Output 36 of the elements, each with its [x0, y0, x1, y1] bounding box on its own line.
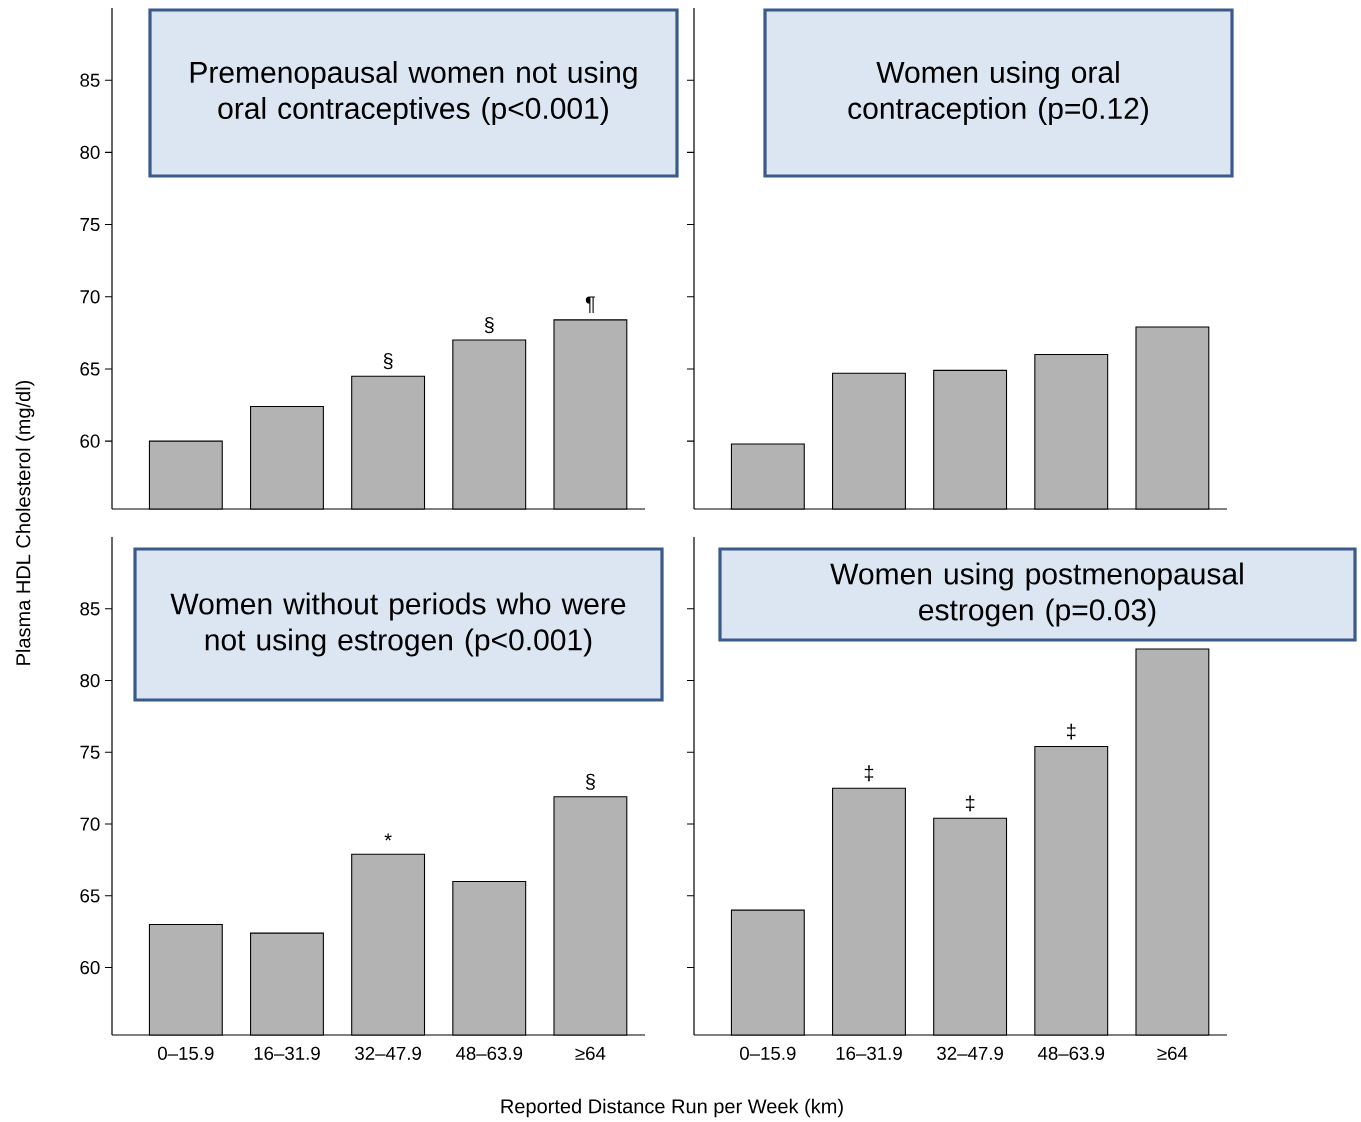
annotation: ‡ — [965, 795, 975, 812]
text: Women without periods who were not using estrogen (p<0.001) — [170, 592, 626, 657]
y-tick-label: 65 — [80, 362, 100, 376]
x-tick-label: ≥64 — [575, 1046, 606, 1060]
y-tick-label: 60 — [80, 960, 100, 975]
y-tick-label: 80 — [80, 673, 100, 688]
y-tick-label: 85 — [80, 602, 100, 616]
y-tick-label: 70 — [80, 817, 100, 831]
x-tick-label: 0–15.9 — [740, 1046, 796, 1060]
y-tick-label: 85 — [80, 73, 100, 87]
y-tick-label: 70 — [80, 290, 100, 304]
x-tick-label: 48–63.9 — [455, 1046, 523, 1060]
y-axis-title: Plasma HDL Cholesterol (mg/dl) — [15, 380, 35, 665]
annotation: § — [484, 316, 494, 334]
text: Premenopausal women not using oral contraceptives (p<0.001) — [190, 61, 637, 125]
x-axis-title: Reported Distance Run per Week (km) — [501, 1098, 843, 1118]
x-tick-label: 48–63.9 — [1037, 1046, 1105, 1060]
text: Women using oral contraception (p=0.12) — [848, 61, 1148, 125]
text: Women using postmenopausal estrogen (p=0.03) — [830, 562, 1243, 627]
annotation: ‡ — [1067, 723, 1076, 740]
annotation: § — [585, 773, 595, 790]
y-tick-label: 75 — [80, 218, 100, 232]
x-tick-label: 32–47.9 — [355, 1046, 421, 1060]
x-tick-label: 32–47.9 — [937, 1046, 1003, 1060]
y-tick-label: 65 — [80, 889, 100, 903]
y-tick-label: 60 — [80, 434, 100, 448]
x-tick-label: 0–15.9 — [158, 1046, 214, 1060]
annotation: ¶ — [585, 296, 595, 313]
annotation: § — [383, 353, 393, 370]
x-tick-label: ≥64 — [1157, 1046, 1188, 1060]
x-tick-label: 16–31.9 — [836, 1046, 902, 1060]
y-tick-label: 75 — [80, 745, 100, 759]
y-tick-label: 80 — [80, 145, 100, 159]
x-tick-label: 16–31.9 — [254, 1046, 320, 1060]
annotation: ‡ — [864, 765, 874, 782]
annotation: * — [384, 833, 392, 841]
